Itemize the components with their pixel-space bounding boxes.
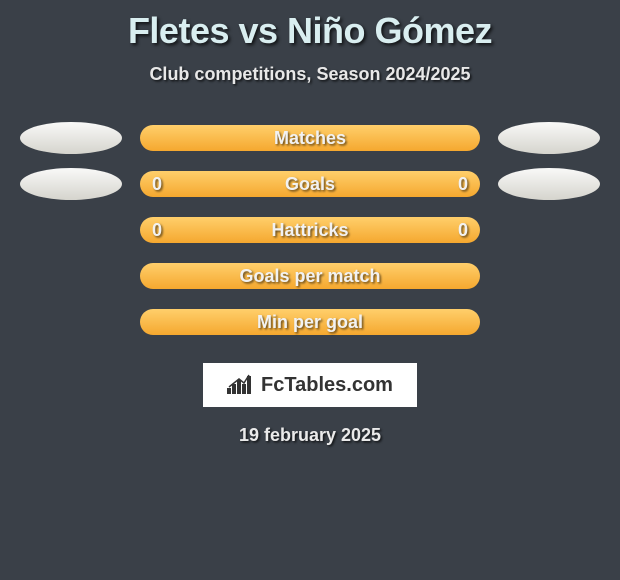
right-oval (498, 122, 600, 154)
right-oval (498, 168, 600, 200)
stat-label: Hattricks (172, 220, 448, 241)
stat-row: Min per goal (0, 299, 620, 345)
page-subtitle: Club competitions, Season 2024/2025 (0, 64, 620, 85)
stat-right-value: 0 (448, 220, 468, 241)
branding-badge: FcTables.com (203, 363, 417, 407)
stat-row: 0 Goals 0 (0, 161, 620, 207)
stat-row: Matches (0, 115, 620, 161)
stat-label: Matches (172, 128, 448, 149)
stat-label: Goals (172, 174, 448, 195)
left-oval (20, 122, 122, 154)
stat-pill: Matches (140, 125, 480, 151)
stat-pill: Min per goal (140, 309, 480, 335)
stat-right-value: 0 (448, 174, 468, 195)
branding-text: FcTables.com (261, 374, 393, 397)
stat-left-value: 0 (152, 220, 172, 241)
stat-row: Goals per match (0, 253, 620, 299)
stat-pill: Goals per match (140, 263, 480, 289)
date-label: 19 february 2025 (0, 425, 620, 446)
stat-pill: 0 Hattricks 0 (140, 217, 480, 243)
left-oval (20, 168, 122, 200)
page-title: Fletes vs Niño Gómez (0, 0, 620, 52)
stats-rows: Matches 0 Goals 0 0 Hattricks 0 Goals pe… (0, 115, 620, 345)
stat-label: Goals per match (172, 266, 448, 287)
stat-left-value: 0 (152, 174, 172, 195)
stat-label: Min per goal (172, 312, 448, 333)
bars-icon (227, 374, 257, 396)
stat-pill: 0 Goals 0 (140, 171, 480, 197)
stat-row: 0 Hattricks 0 (0, 207, 620, 253)
